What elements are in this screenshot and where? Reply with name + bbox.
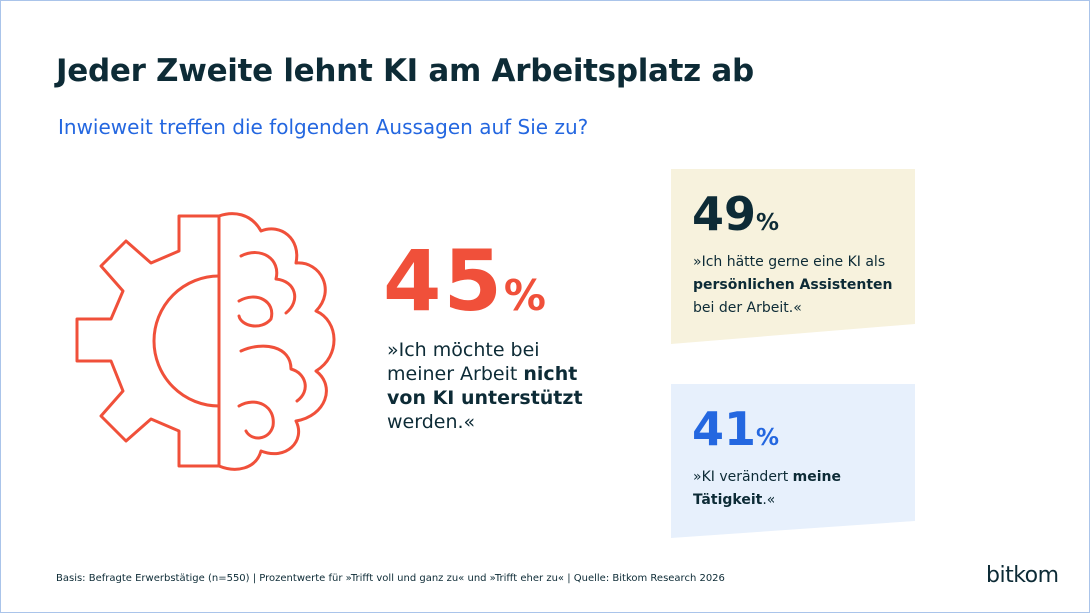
subtitle: Inwieweit treffen die folgenden Aussagen… (58, 115, 589, 139)
stat-quote: »KI verändert meine Tätigkeit.« (693, 466, 873, 512)
stat-quote: »Ich hätte gerne eine KI als persönliche… (693, 251, 893, 320)
stat-value: 49% (692, 191, 779, 237)
text: bei der Arbeit.« (693, 300, 802, 316)
logo: bitkom (986, 563, 1059, 588)
text: »Ich hätte gerne eine KI als (693, 254, 886, 270)
text: .« (762, 492, 776, 508)
stat-value: 41% (692, 406, 779, 452)
text-bold: meine Tätigkeit (693, 469, 841, 508)
stat-unit: % (756, 425, 780, 451)
icon (75, 212, 336, 471)
stat-unit: % (756, 210, 780, 236)
stat-value: 45% (383, 239, 548, 323)
footnote: Basis: Befragte Erwerbstätige (n=550) | … (56, 573, 725, 584)
stat-unit: % (503, 271, 548, 320)
highlight-box (671, 384, 915, 538)
stat-number: 41 (692, 402, 757, 456)
title: Jeder Zweite lehnt KI am Arbeitsplatz ab (56, 53, 754, 89)
stat-quote: »Ich möchte bei meiner Arbeit nicht von … (387, 338, 602, 434)
text: »Ich möchte bei meiner Arbeit (387, 339, 540, 385)
text-bold: nicht von KI unterstützt (387, 363, 583, 409)
stat-number: 49 (692, 187, 757, 241)
text: »KI verändert (693, 469, 793, 485)
text-bold: persönlichen Assistenten (693, 277, 893, 293)
stat-number: 45 (383, 232, 504, 330)
text: werden.« (387, 411, 476, 433)
highlight-box (671, 169, 915, 344)
